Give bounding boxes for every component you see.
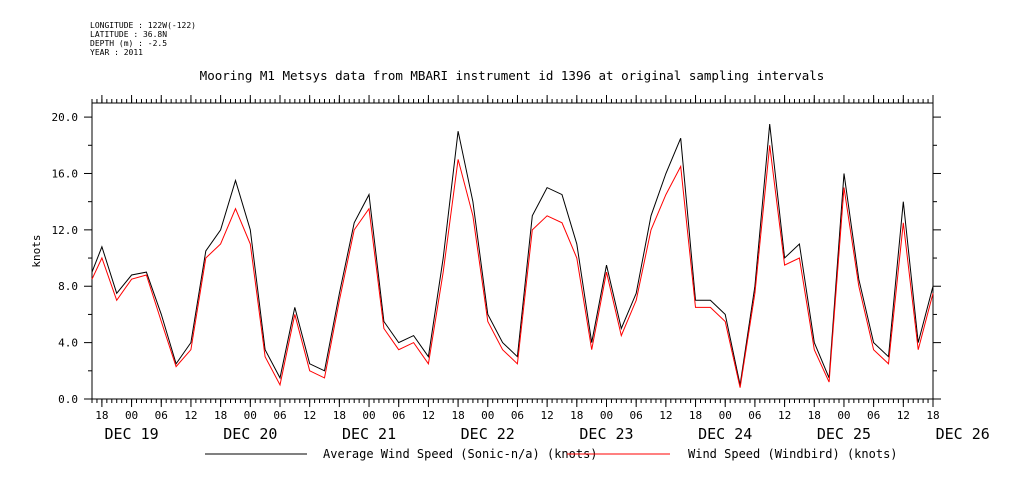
series-layer — [91, 124, 934, 388]
x-day-label: DEC 25 — [817, 425, 871, 443]
x-hour-tick-label: 00 — [362, 409, 375, 422]
x-hour-tick-label: 00 — [244, 409, 257, 422]
x-day-label: DEC 20 — [223, 425, 277, 443]
x-hour-tick-label: 18 — [570, 409, 583, 422]
x-hour-tick-label: 06 — [392, 409, 405, 422]
x-hour-tick-label: 18 — [451, 409, 464, 422]
meta-longitude: LONGITUDE : 122W(-122) — [90, 21, 196, 30]
plot-frame — [91, 102, 934, 400]
x-hour-tick-label: 00 — [600, 409, 613, 422]
series-line-windbird — [91, 145, 934, 388]
y-tick-label: 20.0 — [52, 111, 79, 124]
x-day-label: DEC 24 — [698, 425, 752, 443]
x-hour-tick-label: 12 — [184, 409, 197, 422]
x-hour-tick-label: 06 — [630, 409, 643, 422]
y-axis-label: knots — [30, 234, 43, 267]
x-hour-tick-label: 06 — [273, 409, 286, 422]
x-hour-tick-label: 12 — [303, 409, 316, 422]
chart-title: Mooring M1 Metsys data from MBARI instru… — [200, 68, 825, 83]
y-tick-label: 0.0 — [58, 393, 78, 406]
x-hour-tick-label: 18 — [214, 409, 227, 422]
plot-axes: 18 00 06 12 18 00 06 12 18 00 06 12 18 00 06 12 18 00 06 12… — [52, 95, 990, 443]
metadata-block: LONGITUDE : 122W(-122) LATITUDE : 36.8N … — [90, 21, 196, 57]
legend-label-average-wind: Average Wind Speed (Sonic-n/a) (knots) — [323, 447, 598, 461]
meta-year: YEAR : 2011 — [90, 48, 143, 57]
x-hour-tick-label: 00 — [481, 409, 494, 422]
y-tick-label: 12.0 — [52, 224, 79, 237]
x-hour-tick-label: 18 — [95, 409, 108, 422]
y-tick-label: 16.0 — [52, 167, 79, 180]
x-hour-tick-label: 18 — [333, 409, 346, 422]
x-day-label: DEC 21 — [342, 425, 396, 443]
x-hour-tick-label: 00 — [719, 409, 732, 422]
x-hour-tick-label: 06 — [867, 409, 880, 422]
x-hour-tick-label: 18 — [689, 409, 702, 422]
series-line-average-wind — [91, 124, 934, 386]
meta-depth: DEPTH (m) : -2.5 — [90, 39, 168, 48]
x-hour-tick-label: 12 — [541, 409, 554, 422]
x-hour-tick-label: 18 — [808, 409, 821, 422]
legend-label-windbird: Wind Speed (Windbird) (knots) — [688, 447, 898, 461]
x-day-label: DEC 22 — [461, 425, 515, 443]
x-hour-tick-label: 12 — [778, 409, 791, 422]
x-hour-tick-label: 12 — [659, 409, 672, 422]
x-hour-tick-label: 06 — [511, 409, 524, 422]
x-hour-tick-label: 00 — [837, 409, 850, 422]
x-hour-tick-label: 06 — [748, 409, 761, 422]
x-hour-tick-label: 12 — [897, 409, 910, 422]
x-hour-tick-label: 06 — [155, 409, 168, 422]
meta-latitude: LATITUDE : 36.8N — [90, 30, 168, 39]
x-hour-tick-label: 12 — [422, 409, 435, 422]
x-day-label: DEC 23 — [579, 425, 633, 443]
y-tick-label: 8.0 — [58, 280, 78, 293]
x-hour-tick-label: 18 — [926, 409, 939, 422]
x-day-label: DEC 26 — [936, 425, 990, 443]
x-hour-tick-label: 00 — [125, 409, 138, 422]
x-day-label: DEC 19 — [104, 425, 158, 443]
legend: Average Wind Speed (Sonic-n/a) (knots) W… — [205, 447, 898, 461]
y-tick-label: 4.0 — [58, 337, 78, 350]
